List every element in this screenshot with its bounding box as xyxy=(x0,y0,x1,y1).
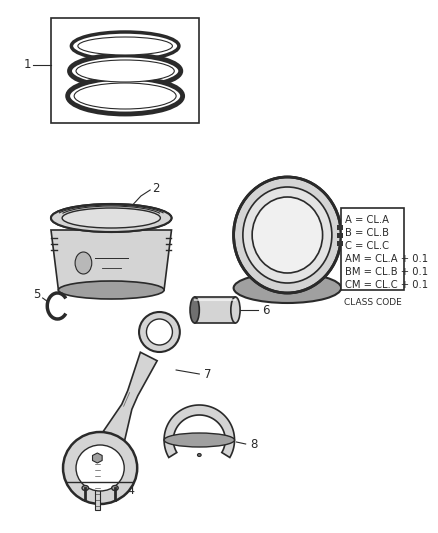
Text: 1: 1 xyxy=(24,59,32,71)
Ellipse shape xyxy=(76,60,174,82)
Ellipse shape xyxy=(233,273,341,303)
Ellipse shape xyxy=(62,208,160,228)
Ellipse shape xyxy=(164,433,234,447)
Ellipse shape xyxy=(63,432,137,504)
Ellipse shape xyxy=(198,454,201,456)
Ellipse shape xyxy=(75,252,92,274)
Text: BM = CL.B + 0.1: BM = CL.B + 0.1 xyxy=(345,267,428,277)
Ellipse shape xyxy=(82,486,88,490)
Text: 7: 7 xyxy=(204,368,212,382)
Ellipse shape xyxy=(67,78,183,114)
Ellipse shape xyxy=(112,486,118,490)
Ellipse shape xyxy=(243,187,332,283)
Ellipse shape xyxy=(139,312,180,352)
Ellipse shape xyxy=(51,204,172,232)
Polygon shape xyxy=(92,453,102,463)
Text: CM = CL.C + 0.1: CM = CL.C + 0.1 xyxy=(345,280,428,290)
Bar xyxy=(337,233,343,238)
Bar xyxy=(194,297,236,323)
Text: C = CL.C: C = CL.C xyxy=(345,241,389,251)
Text: A = CL.A: A = CL.A xyxy=(345,215,389,225)
Ellipse shape xyxy=(252,197,323,273)
Ellipse shape xyxy=(146,319,173,345)
Ellipse shape xyxy=(58,281,164,299)
Ellipse shape xyxy=(74,83,176,109)
Text: 5: 5 xyxy=(33,288,41,302)
Text: 2: 2 xyxy=(152,182,159,195)
Ellipse shape xyxy=(71,32,179,60)
Bar xyxy=(337,241,343,246)
Polygon shape xyxy=(164,405,234,457)
Text: 8: 8 xyxy=(250,439,258,451)
Polygon shape xyxy=(99,352,157,449)
Text: B = CL.B: B = CL.B xyxy=(345,228,389,238)
Ellipse shape xyxy=(76,445,124,491)
Text: 6: 6 xyxy=(262,303,270,317)
Ellipse shape xyxy=(231,297,240,323)
Text: CLASS CODE: CLASS CODE xyxy=(344,298,402,307)
Ellipse shape xyxy=(78,37,173,55)
Polygon shape xyxy=(51,230,172,290)
Ellipse shape xyxy=(51,204,172,232)
Ellipse shape xyxy=(62,208,160,228)
Bar xyxy=(341,208,404,290)
Ellipse shape xyxy=(190,297,199,323)
Ellipse shape xyxy=(233,177,341,293)
Bar xyxy=(95,460,100,510)
Text: 14: 14 xyxy=(120,483,135,497)
Text: AM = CL.A + 0.1: AM = CL.A + 0.1 xyxy=(345,254,428,264)
Ellipse shape xyxy=(70,55,181,87)
Bar xyxy=(337,225,343,230)
Bar xyxy=(51,18,199,123)
